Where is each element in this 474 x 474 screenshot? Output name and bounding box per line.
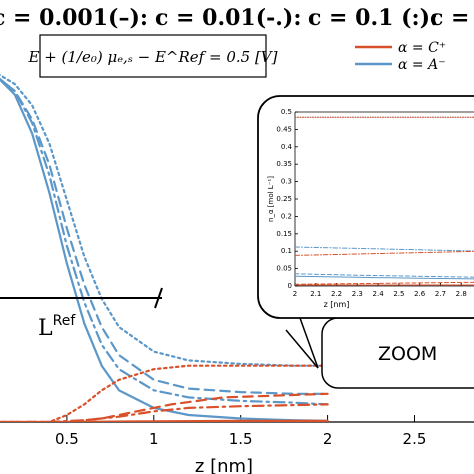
inset-x-tick-label: 2.4 xyxy=(373,290,385,298)
inset-x-tick-label: 2.1 xyxy=(310,290,321,298)
inset-series-line xyxy=(295,273,474,278)
inset-x-tick-label: 2.8 xyxy=(456,290,467,298)
inset-y-tick-label: 0.4 xyxy=(281,143,293,151)
main-series-line xyxy=(0,364,329,422)
inset-y-tick-label: 0.05 xyxy=(276,265,292,273)
main-plot: 0.5 1 1.5 2 2.5 z [nm] xyxy=(0,73,474,474)
inset-series-group xyxy=(295,116,474,286)
lref-bracket-tick xyxy=(154,287,163,309)
conc-label-2: c = 0.01(-.): xyxy=(155,5,301,31)
main-x-axis-label: z [nm] xyxy=(195,456,253,474)
equation-box: E + (1/e₀) μₑ,ₛ − E^Ref = 0.5 [V] xyxy=(27,34,278,78)
zoom-callout: ZOOM xyxy=(321,317,474,389)
lref-annotation: LRef xyxy=(0,287,163,341)
inset-y-tick-label: 0 xyxy=(288,282,292,290)
zoom-label: ZOOM xyxy=(378,343,437,365)
lref-label: LRef xyxy=(38,313,76,341)
inset-plot: 2 2.1 2.2 2.3 2.4 2.5 2.6 2.7 2.8 0 0.05 0.1 0.15 0.2… xyxy=(267,108,474,309)
conc-label-4: c = xyxy=(430,5,470,31)
inset-x-tick-label: 2 xyxy=(293,290,297,298)
inset-y-tick-label: 0.45 xyxy=(276,125,292,133)
conc-label-1: c = 0.001(–): xyxy=(0,5,148,31)
inset-series-line xyxy=(295,275,474,280)
zoom-connectors xyxy=(285,317,319,369)
main-series-line xyxy=(0,419,329,422)
inset-x-tick-label: 2.3 xyxy=(352,290,363,298)
inset-y-tick-label: 0.25 xyxy=(276,195,292,203)
inset-y-tick-label: 0.3 xyxy=(281,178,292,186)
legend-cation-label: α = C⁺ xyxy=(398,40,446,56)
inset-panel: 2 2.1 2.2 2.3 2.4 2.5 2.6 2.7 2.8 0 0.05 0.1 0.15 0.2… xyxy=(257,95,474,319)
main-x-tick-label: 1 xyxy=(149,430,159,448)
inset-x-tick-label: 2.6 xyxy=(414,290,426,298)
main-x-tick-label: 2.5 xyxy=(403,430,427,448)
inset-y-tick-label: 0.35 xyxy=(276,160,292,168)
main-x-tick-label: 2 xyxy=(323,430,333,448)
concentration-header: c = 0.001(–): c = 0.01(-.): c = 0.1 (:):… xyxy=(0,5,470,31)
inset-x-tick-label: 2.5 xyxy=(393,290,404,298)
main-series-line xyxy=(0,77,329,395)
main-series-line xyxy=(0,78,329,422)
lref-sup: Ref xyxy=(53,313,77,329)
main-series-group xyxy=(0,73,329,422)
inset-x-tick-label: 2.2 xyxy=(331,290,342,298)
inset-series-line xyxy=(295,246,474,252)
main-series-line xyxy=(0,392,329,422)
inset-series-line xyxy=(295,250,474,256)
inset-y-tick-label: 0.5 xyxy=(281,108,292,116)
conc-label-3: c = 0.1 (:): xyxy=(308,5,438,31)
inset-x-axis-label: z [nm] xyxy=(324,300,350,309)
main-x-tick-label: 0.5 xyxy=(55,430,79,448)
main-series-line xyxy=(0,403,329,422)
lref-base: L xyxy=(38,316,53,341)
main-x-tick-label: 1.5 xyxy=(229,430,253,448)
equation-text: E + (1/e₀) μₑ,ₛ − E^Ref = 0.5 [V] xyxy=(27,48,277,66)
legend: α = C⁺ α = A⁻ xyxy=(355,40,446,73)
inset-series-line xyxy=(295,281,474,285)
inset-y-tick-label: 0.2 xyxy=(281,212,292,220)
inset-y-axis-label: n_α [mol L⁻¹] xyxy=(267,176,275,222)
inset-x-tick-label: 2.7 xyxy=(435,290,446,298)
main-series-line xyxy=(0,73,329,367)
inset-y-tick-label: 0.15 xyxy=(276,230,292,238)
inset-y-tick-label: 0.1 xyxy=(281,247,292,255)
legend-anion-label: α = A⁻ xyxy=(398,57,446,73)
